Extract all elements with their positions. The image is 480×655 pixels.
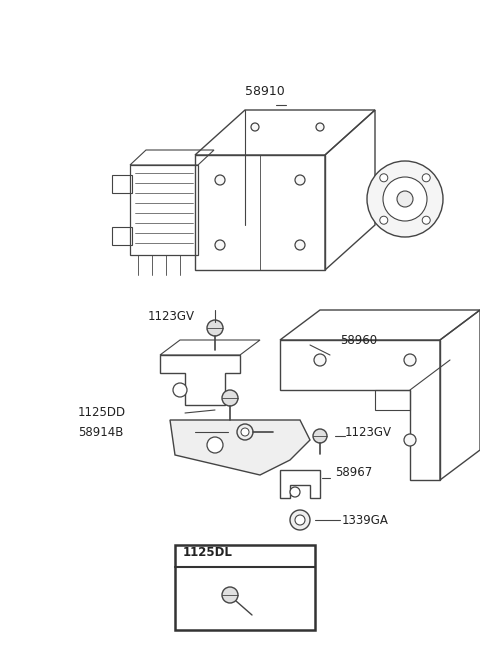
Text: 58914B: 58914B bbox=[78, 426, 123, 438]
Text: 58960: 58960 bbox=[340, 333, 377, 346]
Circle shape bbox=[313, 429, 327, 443]
Circle shape bbox=[383, 177, 427, 221]
Circle shape bbox=[215, 240, 225, 250]
Circle shape bbox=[367, 161, 443, 237]
Bar bbox=[195, 155, 325, 270]
Circle shape bbox=[251, 123, 259, 131]
Polygon shape bbox=[170, 420, 310, 475]
Circle shape bbox=[295, 515, 305, 525]
Circle shape bbox=[215, 175, 225, 185]
Circle shape bbox=[380, 216, 388, 224]
Bar bbox=[130, 165, 198, 255]
Circle shape bbox=[404, 354, 416, 366]
Circle shape bbox=[222, 587, 238, 603]
Circle shape bbox=[422, 174, 430, 182]
Circle shape bbox=[207, 320, 223, 336]
Circle shape bbox=[295, 240, 305, 250]
Circle shape bbox=[207, 437, 223, 453]
Text: 1125DL: 1125DL bbox=[183, 546, 233, 559]
Circle shape bbox=[295, 175, 305, 185]
Circle shape bbox=[314, 354, 326, 366]
Circle shape bbox=[404, 434, 416, 446]
Text: 1339GA: 1339GA bbox=[342, 514, 389, 527]
Circle shape bbox=[397, 191, 413, 207]
Bar bbox=[175, 545, 315, 630]
Text: 1125DD: 1125DD bbox=[78, 407, 126, 419]
Text: 1123GV: 1123GV bbox=[345, 426, 392, 440]
Bar bbox=[112, 175, 132, 193]
Circle shape bbox=[316, 123, 324, 131]
Circle shape bbox=[380, 174, 388, 182]
Bar bbox=[112, 227, 132, 245]
Circle shape bbox=[241, 428, 249, 436]
Circle shape bbox=[290, 510, 310, 530]
Circle shape bbox=[422, 216, 430, 224]
Text: 58967: 58967 bbox=[335, 466, 372, 479]
Text: 1123GV: 1123GV bbox=[148, 310, 195, 322]
Circle shape bbox=[222, 390, 238, 406]
Circle shape bbox=[237, 424, 253, 440]
Circle shape bbox=[173, 383, 187, 397]
Circle shape bbox=[290, 487, 300, 497]
Text: 58910: 58910 bbox=[245, 85, 285, 98]
